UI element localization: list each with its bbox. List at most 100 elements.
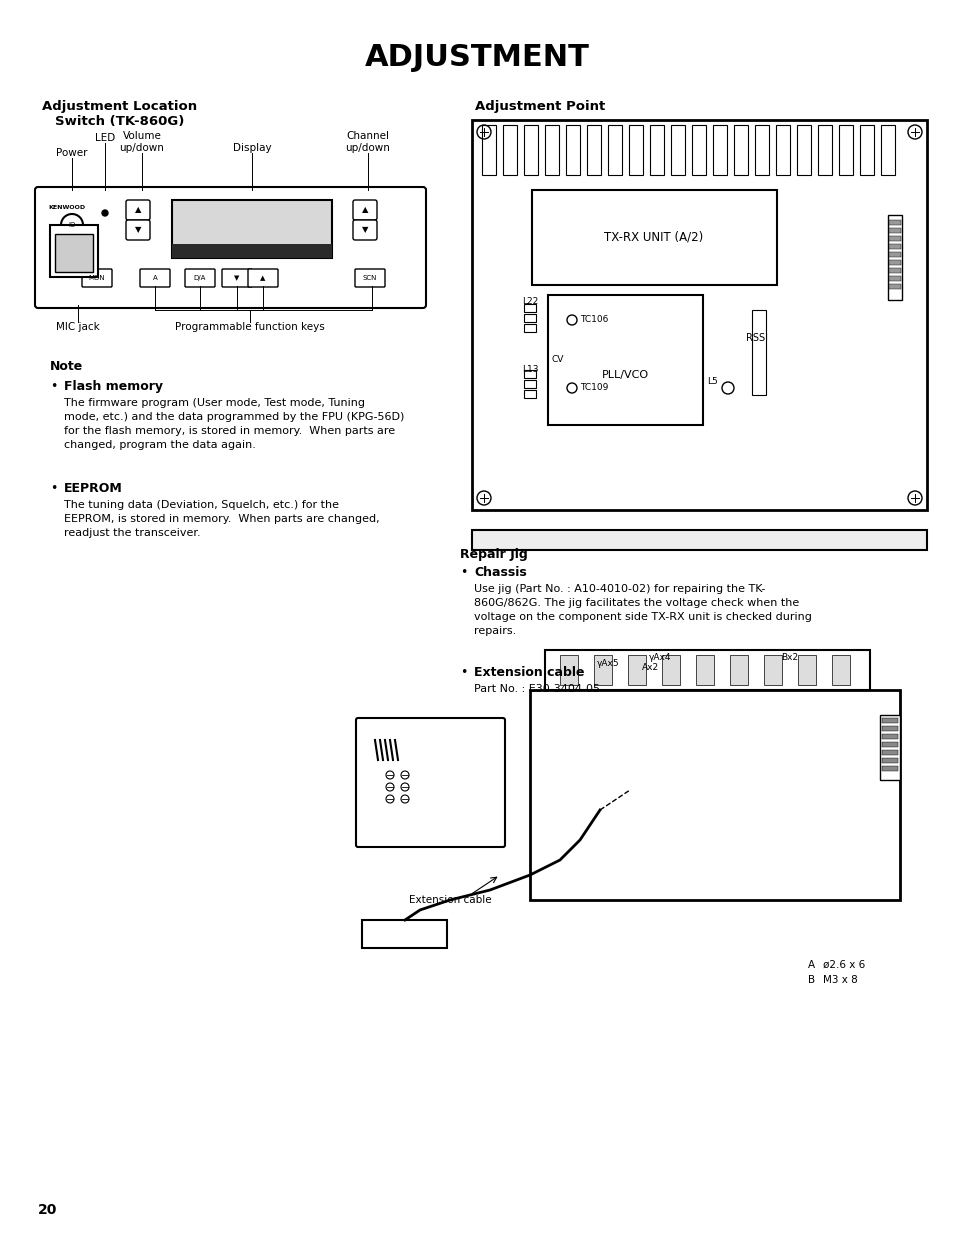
Text: Flash memory: Flash memory — [64, 380, 163, 393]
Bar — [882, 726, 897, 731]
Bar — [751, 310, 765, 395]
Text: Extension cable: Extension cable — [408, 895, 491, 905]
Bar — [472, 530, 926, 550]
Text: Note: Note — [50, 359, 83, 373]
Bar — [523, 370, 536, 378]
Text: ▼: ▼ — [234, 275, 239, 282]
Bar — [691, 125, 705, 175]
Text: SCN: SCN — [362, 275, 376, 282]
Bar — [594, 655, 612, 685]
Text: •: • — [50, 482, 57, 495]
Text: KENWOOD: KENWOOD — [49, 205, 86, 210]
Bar — [544, 125, 558, 175]
Bar — [859, 125, 873, 175]
Text: Volume
up/down: Volume up/down — [119, 131, 164, 153]
FancyBboxPatch shape — [82, 269, 112, 287]
Bar — [888, 268, 900, 273]
Text: ▲: ▲ — [361, 205, 368, 215]
Text: CV: CV — [551, 356, 563, 364]
Text: ø2.6 x 6: ø2.6 x 6 — [822, 960, 864, 969]
Text: Power: Power — [56, 148, 88, 158]
Bar — [55, 233, 92, 272]
Bar — [172, 200, 332, 258]
Bar — [887, 215, 901, 300]
Text: MIC jack: MIC jack — [56, 322, 100, 332]
Bar — [880, 125, 894, 175]
Bar — [796, 125, 810, 175]
Text: L5: L5 — [707, 378, 718, 387]
Bar — [838, 125, 852, 175]
Bar — [712, 125, 726, 175]
Text: Part No. : E30-3404-05: Part No. : E30-3404-05 — [474, 684, 599, 694]
Bar — [627, 655, 645, 685]
Text: γAx5: γAx5 — [596, 658, 618, 667]
Bar — [172, 245, 332, 258]
Bar — [523, 125, 537, 175]
FancyBboxPatch shape — [248, 269, 277, 287]
Bar — [649, 125, 663, 175]
Bar — [523, 324, 536, 332]
Bar — [361, 920, 447, 948]
Bar — [888, 252, 900, 257]
Text: •: • — [459, 566, 467, 579]
Bar — [882, 734, 897, 739]
Text: Bx2: Bx2 — [781, 653, 798, 662]
Text: Switch (TK-860G): Switch (TK-860G) — [55, 115, 185, 128]
Text: EEPROM: EEPROM — [64, 482, 123, 495]
Text: ▼: ▼ — [361, 226, 368, 235]
FancyBboxPatch shape — [353, 200, 376, 220]
FancyBboxPatch shape — [35, 186, 426, 308]
Bar — [559, 655, 578, 685]
Text: Ax2: Ax2 — [640, 663, 658, 673]
Text: Channel
up/down: Channel up/down — [345, 131, 390, 153]
Bar — [628, 125, 642, 175]
Text: Adjustment Point: Adjustment Point — [475, 100, 604, 112]
Text: MON: MON — [89, 275, 105, 282]
Text: ▼: ▼ — [134, 226, 141, 235]
Bar — [879, 715, 899, 781]
Bar — [882, 718, 897, 722]
Text: Chassis: Chassis — [474, 566, 526, 579]
Bar — [696, 655, 713, 685]
Text: Programmable function keys: Programmable function keys — [175, 322, 325, 332]
Circle shape — [102, 210, 108, 216]
Text: L13: L13 — [521, 366, 537, 374]
Bar — [523, 390, 536, 398]
Text: γAx4: γAx4 — [648, 653, 671, 662]
Text: The firmware program (User mode, Test mode, Tuning
mode, etc.) and the data prog: The firmware program (User mode, Test mo… — [64, 398, 404, 450]
Bar — [530, 690, 899, 900]
Bar — [797, 655, 815, 685]
Bar — [882, 766, 897, 771]
Bar — [547, 295, 702, 425]
Bar — [729, 655, 747, 685]
Bar — [661, 655, 679, 685]
Text: LED: LED — [94, 133, 115, 143]
Bar — [544, 650, 869, 690]
Text: M3 x 8: M3 x 8 — [822, 974, 857, 986]
Text: Use jig (Part No. : A10-4010-02) for repairing the TK-
860G/862G. The jig facili: Use jig (Part No. : A10-4010-02) for rep… — [474, 584, 811, 636]
FancyBboxPatch shape — [355, 718, 504, 847]
Text: ▲: ▲ — [260, 275, 265, 282]
Text: IO: IO — [69, 222, 75, 228]
Text: The tuning data (Deviation, Squelch, etc.) for the
EEPROM, is stored in memory. : The tuning data (Deviation, Squelch, etc… — [64, 500, 379, 538]
Bar — [523, 304, 536, 312]
FancyBboxPatch shape — [126, 220, 150, 240]
FancyBboxPatch shape — [355, 269, 385, 287]
Bar — [763, 655, 781, 685]
Text: A: A — [152, 275, 157, 282]
Text: 20: 20 — [38, 1203, 57, 1216]
Bar — [831, 655, 849, 685]
Text: Adjustment Location: Adjustment Location — [42, 100, 197, 112]
Bar — [888, 284, 900, 289]
Text: TC106: TC106 — [579, 315, 608, 325]
Text: A: A — [807, 960, 814, 969]
Bar — [882, 750, 897, 755]
Bar — [670, 125, 684, 175]
Bar — [888, 220, 900, 225]
FancyBboxPatch shape — [126, 200, 150, 220]
Bar — [888, 261, 900, 266]
Text: D/A: D/A — [193, 275, 206, 282]
Bar — [888, 275, 900, 282]
Text: •: • — [459, 666, 467, 679]
Text: Display: Display — [233, 143, 271, 153]
